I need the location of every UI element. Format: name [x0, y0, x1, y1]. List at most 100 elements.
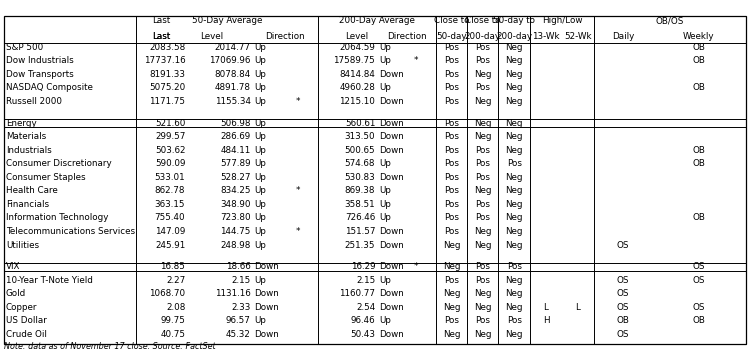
Text: Up: Up [254, 43, 266, 52]
Text: Pos: Pos [507, 262, 522, 271]
Text: 52-Wk: 52-Wk [564, 32, 592, 41]
Text: 574.68: 574.68 [345, 159, 375, 168]
Text: Neg: Neg [506, 132, 523, 141]
Text: Neg: Neg [506, 241, 523, 250]
Text: Pos: Pos [475, 83, 490, 92]
Text: Up: Up [380, 213, 391, 222]
Text: Neg: Neg [506, 330, 523, 339]
Text: OB/OS: OB/OS [656, 16, 684, 25]
Text: OS: OS [693, 262, 705, 271]
Text: Pos: Pos [507, 159, 522, 168]
Text: OB: OB [692, 43, 705, 52]
Text: 1171.75: 1171.75 [149, 97, 185, 106]
Text: Down: Down [380, 70, 404, 79]
Text: Pos: Pos [444, 159, 459, 168]
Text: 17589.75: 17589.75 [334, 56, 375, 65]
Text: Down: Down [380, 97, 404, 106]
Text: Pos: Pos [444, 70, 459, 79]
Text: Neg: Neg [474, 132, 491, 141]
Text: Neg: Neg [442, 241, 460, 250]
Text: 755.40: 755.40 [154, 213, 185, 222]
Text: Up: Up [254, 173, 266, 182]
Text: OB: OB [692, 213, 705, 222]
Text: 313.50: 313.50 [344, 132, 375, 141]
Text: 723.80: 723.80 [220, 213, 251, 222]
Text: 8414.84: 8414.84 [339, 70, 375, 79]
Text: H: H [543, 316, 549, 325]
Text: Pos: Pos [475, 262, 490, 271]
Text: Down: Down [380, 289, 404, 298]
Text: Russell 2000: Russell 2000 [6, 97, 62, 106]
Text: 96.46: 96.46 [350, 316, 375, 325]
Text: Daily: Daily [612, 32, 634, 41]
Text: Note: data as of November 17 close. Source: FactSet: Note: data as of November 17 close. Sour… [4, 342, 216, 351]
Text: Crude Oil: Crude Oil [6, 330, 46, 339]
Text: Health Care: Health Care [6, 187, 58, 195]
Text: 2064.59: 2064.59 [339, 43, 375, 52]
Text: NASDAQ Composite: NASDAQ Composite [6, 83, 93, 92]
Text: OS: OS [616, 276, 629, 285]
Text: 17737.16: 17737.16 [144, 56, 185, 65]
Text: Up: Up [254, 227, 266, 236]
Text: 1160.77: 1160.77 [339, 289, 375, 298]
Text: 577.89: 577.89 [220, 159, 251, 168]
Text: Gold: Gold [6, 289, 26, 298]
Text: Last: Last [152, 32, 171, 41]
Text: OB: OB [692, 159, 705, 168]
Text: Pos: Pos [475, 200, 490, 209]
Text: 862.78: 862.78 [154, 187, 185, 195]
Text: 248.98: 248.98 [220, 241, 251, 250]
Text: Down: Down [380, 262, 404, 271]
Text: 200-Day Average: 200-Day Average [339, 16, 415, 25]
Text: 251.35: 251.35 [345, 241, 375, 250]
Text: Pos: Pos [444, 187, 459, 195]
Text: Neg: Neg [474, 330, 491, 339]
Text: Level: Level [200, 32, 223, 41]
Text: Neg: Neg [474, 241, 491, 250]
Text: 530.83: 530.83 [344, 173, 375, 182]
Text: 245.91: 245.91 [155, 241, 185, 250]
Text: 16.29: 16.29 [350, 262, 375, 271]
Text: OB: OB [692, 316, 705, 325]
Text: Pos: Pos [444, 83, 459, 92]
Text: Dow Transports: Dow Transports [6, 70, 74, 79]
Text: Down: Down [254, 262, 279, 271]
Text: Up: Up [380, 187, 391, 195]
Text: Pos: Pos [444, 316, 459, 325]
Text: Up: Up [254, 70, 266, 79]
Text: Up: Up [380, 56, 391, 65]
Text: Neg: Neg [506, 200, 523, 209]
Text: 50-Day Average: 50-Day Average [192, 16, 262, 25]
Text: Pos: Pos [475, 56, 490, 65]
Text: Neg: Neg [474, 187, 491, 195]
Text: Neg: Neg [506, 227, 523, 236]
Text: Down: Down [380, 118, 404, 127]
Text: 1215.10: 1215.10 [339, 97, 375, 106]
Text: L: L [544, 303, 548, 312]
Text: Down: Down [380, 330, 404, 339]
Text: 2014.77: 2014.77 [214, 43, 250, 52]
Text: Neg: Neg [442, 303, 460, 312]
Text: 2.15: 2.15 [231, 276, 251, 285]
Text: Neg: Neg [474, 70, 491, 79]
Text: Up: Up [254, 83, 266, 92]
Text: 363.15: 363.15 [154, 200, 185, 209]
Text: *: * [414, 56, 419, 65]
Text: 503.62: 503.62 [154, 146, 185, 155]
Text: Neg: Neg [474, 97, 491, 106]
Text: Up: Up [254, 146, 266, 155]
Text: OB: OB [692, 83, 705, 92]
Text: Neg: Neg [442, 289, 460, 298]
Text: 506.98: 506.98 [220, 118, 251, 127]
Text: Pos: Pos [444, 132, 459, 141]
Text: *: * [296, 97, 301, 106]
Text: Pos: Pos [475, 146, 490, 155]
Text: Industrials: Industrials [6, 146, 52, 155]
Text: 144.75: 144.75 [220, 227, 251, 236]
Text: Up: Up [254, 200, 266, 209]
Text: 2.15: 2.15 [356, 276, 375, 285]
Text: Down: Down [380, 227, 404, 236]
Text: Pos: Pos [475, 43, 490, 52]
Text: Financials: Financials [6, 200, 50, 209]
Text: 1131.16: 1131.16 [214, 289, 250, 298]
